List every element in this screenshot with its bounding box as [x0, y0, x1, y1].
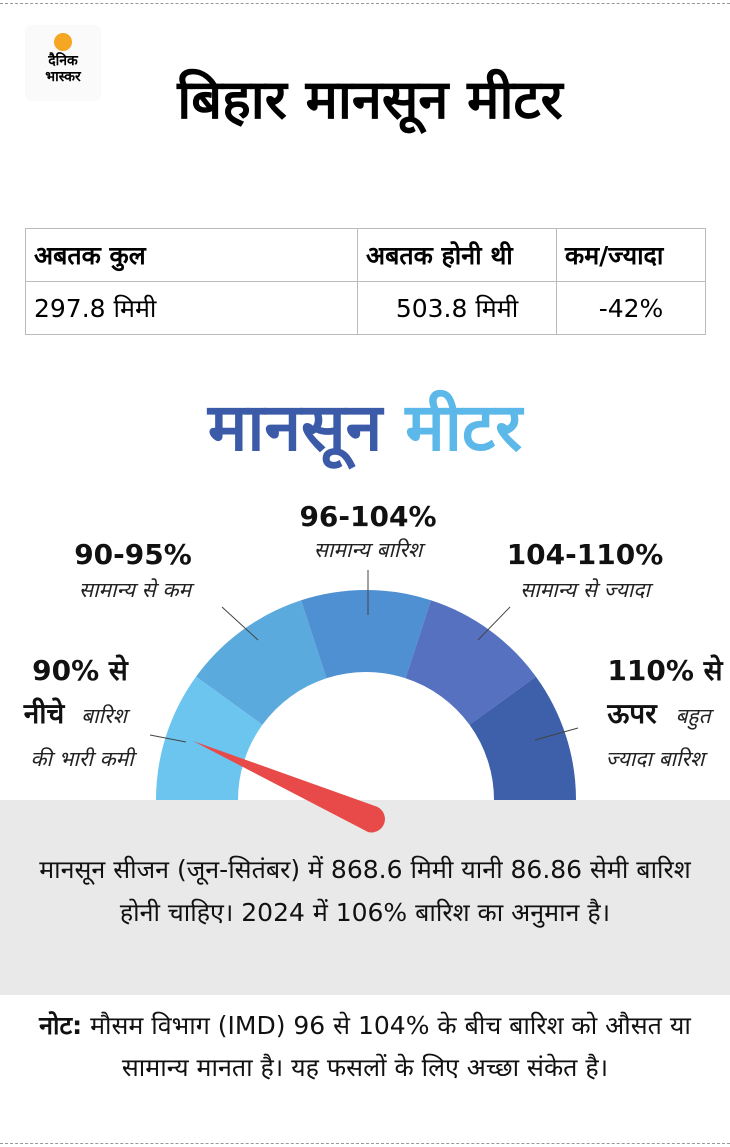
logo: दैनिक भास्कर	[25, 25, 101, 101]
summary-text: मानसून सीजन (जून-सितंबर) में 868.6 मिमी …	[39, 855, 691, 927]
segment-description: सामान्य बारिश	[314, 538, 426, 562]
gauge-segment	[469, 676, 576, 800]
segment-description: बारिश	[81, 704, 130, 728]
meter-title-part: मीटर	[405, 389, 523, 466]
logo-sun	[54, 33, 72, 51]
gauge-segment	[196, 600, 327, 725]
segment-description: की भारी कमी	[30, 747, 137, 771]
gauge: 90% से नीचे बारिश की भारी कमी 90-95% साम…	[23, 500, 724, 833]
bottom-border	[0, 1143, 730, 1144]
table-cell: 297.8 मिमी	[25, 281, 358, 335]
segment-description: ज्यादा बारिश	[606, 747, 708, 771]
summary-box: मानसून सीजन (जून-सितंबर) में 868.6 मिमी …	[0, 800, 730, 995]
top-border	[0, 3, 730, 4]
segment-range: नीचे	[23, 697, 66, 730]
segment-range: 96-104%	[299, 500, 436, 533]
segment-description: सामान्य से कम	[79, 578, 196, 602]
leader-line	[149, 734, 187, 743]
leader-line	[534, 727, 579, 741]
segment-range: ऊपर	[606, 697, 658, 730]
logo-line: भास्कर	[45, 69, 81, 85]
table-cell: 503.8 मिमी	[357, 281, 557, 335]
meter-title-part: मानसून	[207, 389, 383, 466]
segment-range: 90% से	[32, 654, 129, 687]
leader-line	[477, 606, 511, 641]
table-cell: -42%	[556, 281, 706, 335]
table-header: कम/ज्यादा	[556, 228, 706, 282]
gauge-segment	[156, 676, 263, 800]
table-header: अबतक होनी थी	[357, 228, 557, 282]
leader-line	[221, 606, 259, 641]
page-title: बिहार मानसून मीटर	[177, 68, 563, 131]
note-label: नोट:	[39, 1011, 83, 1040]
segment-range: 90-95%	[74, 538, 192, 571]
note: नोट: मौसम विभाग (IMD) 96 से 104% के बीच …	[35, 1005, 695, 1089]
note-text: मौसम विभाग (IMD) 96 से 104% के बीच बारिश…	[90, 1011, 691, 1082]
gauge-segment	[405, 600, 536, 725]
segment-description: सामान्य से ज्यादा	[520, 578, 653, 602]
gauge-segment	[301, 590, 431, 679]
logo-line: दैनिक	[48, 53, 78, 69]
segment-description: बहुत	[675, 704, 714, 730]
needle	[193, 741, 385, 833]
meter-title: मानसून मीटर	[0, 380, 730, 470]
rain-table: अबतक कुल अबतक होनी थी कम/ज्यादा 297.8 मि…	[25, 228, 706, 335]
segment-range: 104-110%	[507, 538, 664, 571]
table-header: अबतक कुल	[25, 228, 358, 282]
segment-range: 110% से	[607, 654, 723, 687]
